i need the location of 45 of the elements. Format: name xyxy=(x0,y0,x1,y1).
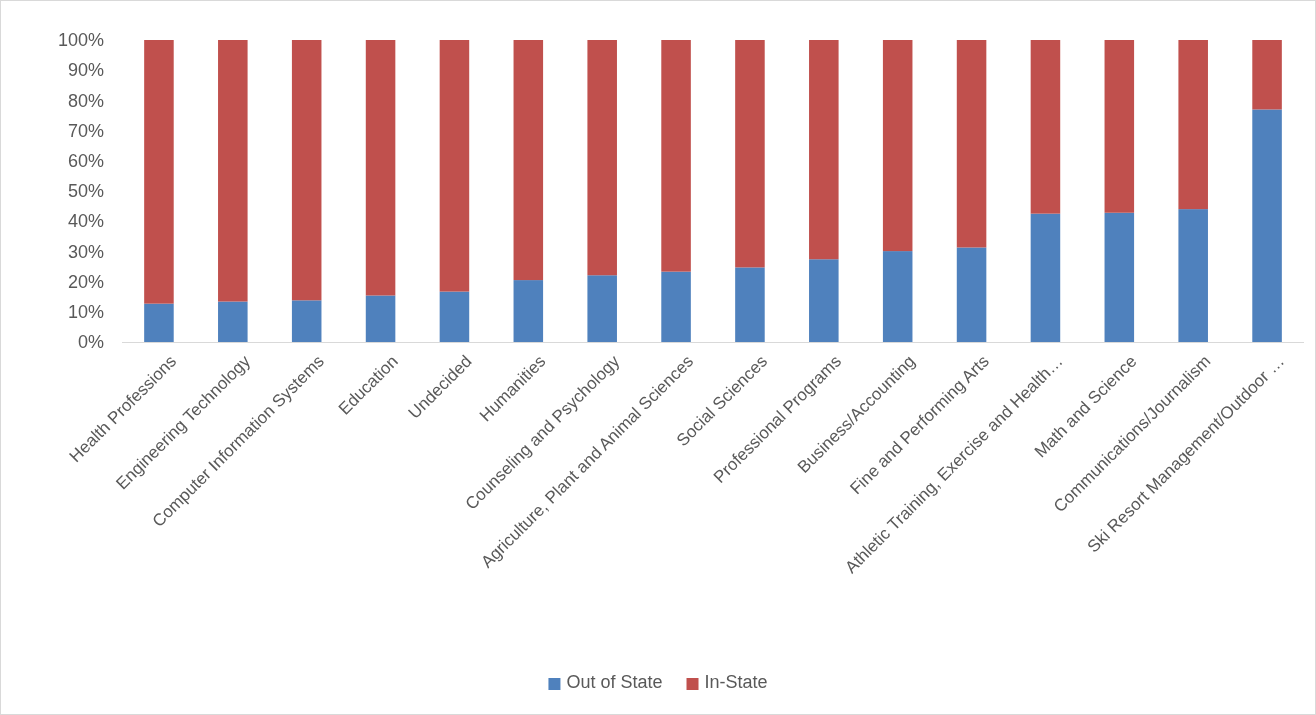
bar xyxy=(1030,40,1061,214)
bar xyxy=(956,40,987,248)
bar xyxy=(1178,40,1208,210)
y-tick-label: 0% xyxy=(77,332,104,353)
bar xyxy=(1030,213,1061,342)
bar xyxy=(218,301,248,342)
bar xyxy=(144,40,174,304)
bar xyxy=(513,280,544,342)
bar xyxy=(1104,212,1135,342)
y-tick-label: 70% xyxy=(67,120,104,141)
bar xyxy=(291,40,322,301)
bar xyxy=(291,300,322,342)
bar xyxy=(439,40,470,292)
y-tick-label: 50% xyxy=(67,181,104,202)
bar xyxy=(661,40,691,272)
bar xyxy=(1104,40,1135,213)
bar xyxy=(439,291,470,342)
y-tick-label: 40% xyxy=(67,211,104,232)
bar xyxy=(1178,209,1208,342)
bar xyxy=(218,40,248,302)
bar xyxy=(587,40,617,276)
bar xyxy=(809,259,839,342)
y-tick-label: 30% xyxy=(67,241,104,262)
y-tick-label: 10% xyxy=(67,302,104,323)
bar xyxy=(735,267,765,342)
legend-label: Out of State xyxy=(566,672,663,692)
bar xyxy=(809,40,839,260)
bar xyxy=(144,303,174,342)
y-tick-label: 90% xyxy=(67,60,104,81)
bar xyxy=(1252,40,1282,110)
y-tick-label: 100% xyxy=(57,30,104,51)
bar xyxy=(365,295,396,342)
bar xyxy=(735,40,765,268)
bar xyxy=(882,251,913,342)
y-tick-label: 60% xyxy=(67,151,104,172)
bar xyxy=(661,271,691,342)
bar xyxy=(1252,109,1282,342)
y-tick-label: 80% xyxy=(67,90,104,111)
bar xyxy=(956,247,987,342)
legend-label: In-State xyxy=(704,672,768,692)
bar xyxy=(587,275,617,342)
bar xyxy=(882,40,913,252)
bar xyxy=(513,40,544,281)
bar xyxy=(365,40,396,296)
y-tick-label: 20% xyxy=(67,271,104,292)
